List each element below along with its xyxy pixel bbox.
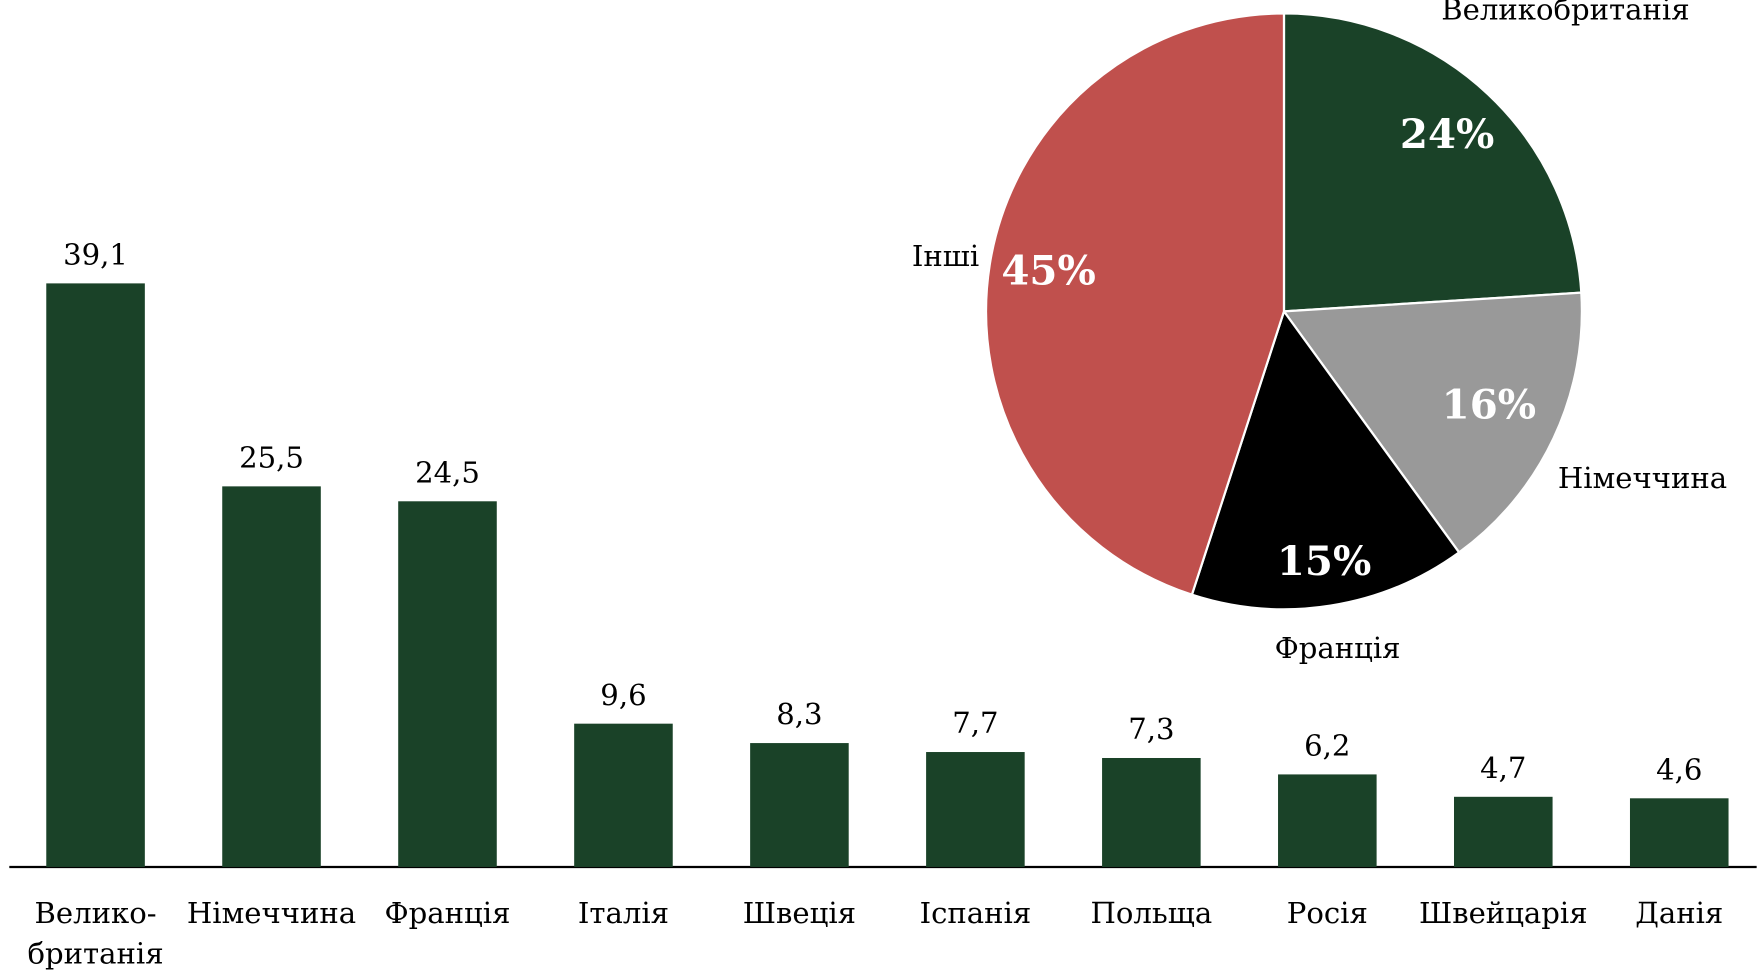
data-label: 7,3	[1128, 712, 1174, 746]
bar	[1278, 774, 1377, 867]
slice-label: 15%	[1277, 537, 1371, 585]
slice-label: 45%	[1001, 247, 1095, 295]
slice-name: Франція	[1275, 631, 1401, 665]
bar	[1629, 798, 1729, 867]
data-label: 9,6	[600, 678, 646, 712]
data-label: 25,5	[239, 440, 304, 474]
pie-slice	[1190, 308, 1461, 611]
x-tick-label: Росія	[1287, 896, 1368, 930]
bar	[222, 486, 321, 867]
data-label: 7,7	[952, 706, 998, 740]
slice-name: Великобританія	[1441, 0, 1689, 27]
x-tick-label: Швейцарія	[1419, 896, 1588, 930]
x-tick-label: Франція	[385, 896, 511, 930]
slice-name: Німеччина	[1558, 461, 1727, 495]
data-label: 4,6	[1656, 752, 1702, 786]
slice-label: 24%	[1400, 110, 1494, 158]
data-label: 24,5	[415, 455, 480, 489]
x-tick-label: Швеція	[743, 896, 856, 930]
data-label: 39,1	[63, 238, 128, 272]
bar	[1454, 796, 1553, 867]
data-label: 4,7	[1480, 751, 1526, 785]
x-tick-label: Італія	[578, 896, 669, 930]
data-label: 8,3	[776, 697, 822, 731]
pie-slice	[1281, 291, 1584, 554]
x-tick-label: Іспанія	[920, 896, 1032, 930]
bar	[398, 501, 497, 867]
data-label: 6,2	[1304, 729, 1350, 763]
pie-slice	[984, 12, 1286, 597]
bar	[574, 723, 673, 867]
x-tick-label: Данія	[1635, 896, 1723, 930]
bar	[1102, 757, 1201, 867]
slice-name: Інші	[912, 239, 979, 273]
x-tick-label: Велико-британія	[28, 896, 164, 970]
pie-slice	[1282, 12, 1583, 313]
bar	[750, 743, 849, 867]
bar	[46, 283, 145, 867]
x-tick-label: Німеччина	[187, 896, 356, 930]
x-tick-label: Польща	[1091, 896, 1213, 930]
bar	[926, 752, 1025, 867]
slice-label: 16%	[1442, 380, 1536, 428]
